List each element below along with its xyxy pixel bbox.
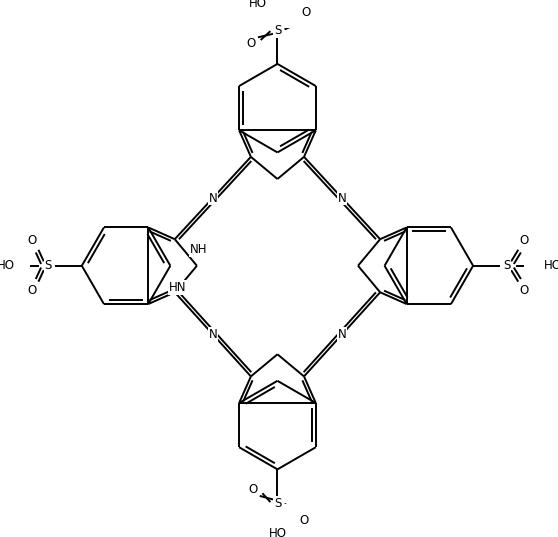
Text: HO: HO [249, 0, 267, 10]
Text: O: O [27, 235, 37, 248]
Text: N: N [338, 192, 347, 205]
Text: S: S [274, 24, 281, 37]
Text: HN: HN [169, 281, 186, 294]
Text: S: S [45, 259, 52, 272]
Text: N: N [209, 328, 217, 341]
Text: HO: HO [268, 527, 286, 537]
Text: O: O [300, 514, 309, 527]
Text: N: N [209, 192, 217, 205]
Text: O: O [27, 284, 37, 297]
Text: NH: NH [190, 243, 208, 256]
Text: HO: HO [0, 259, 15, 272]
Text: O: O [520, 235, 529, 248]
Text: N: N [338, 328, 347, 341]
Text: O: O [301, 6, 310, 19]
Text: O: O [246, 37, 256, 50]
Text: HO: HO [544, 259, 558, 272]
Text: O: O [520, 284, 529, 297]
Text: O: O [248, 483, 257, 496]
Text: S: S [274, 497, 281, 510]
Text: S: S [503, 259, 511, 272]
